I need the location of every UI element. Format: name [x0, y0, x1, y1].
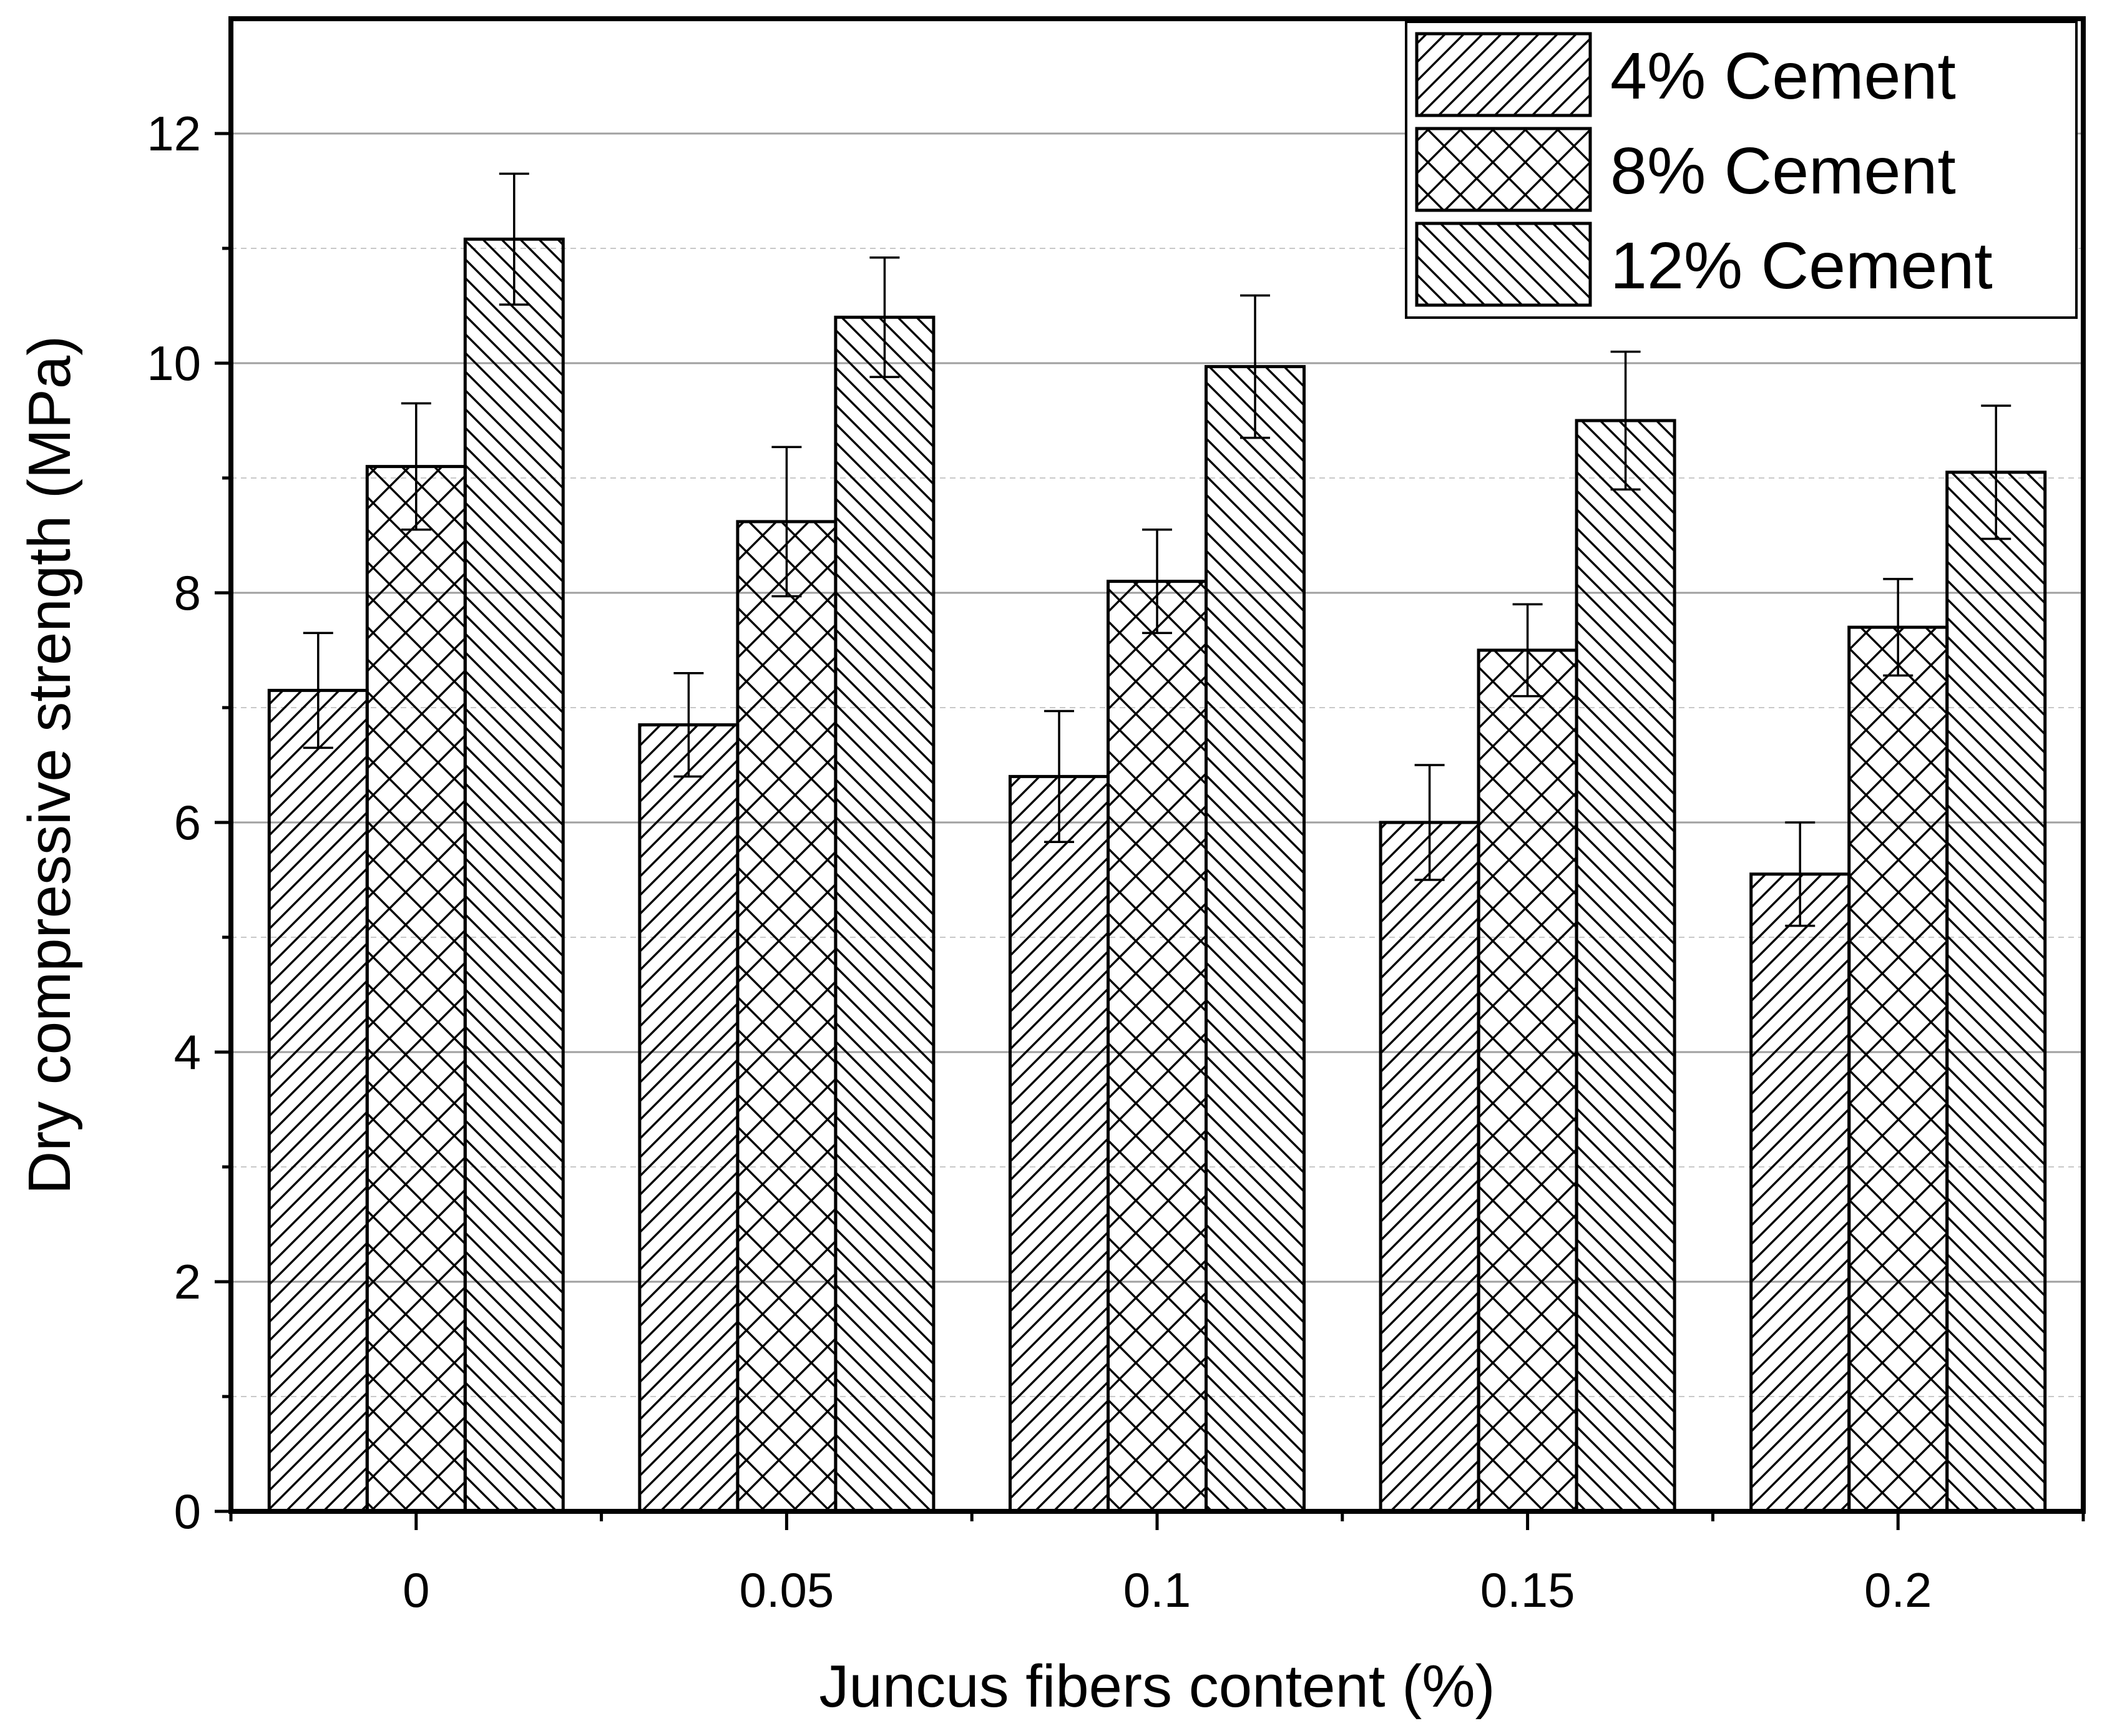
bar-4-cement-0.15: [1379, 821, 1480, 1513]
y-axis-title: Dry compressive strength (MPa): [16, 336, 83, 1194]
legend-label: 4% Cement: [1610, 39, 1956, 113]
bars: [267, 237, 2047, 1513]
y-tick-label: 4: [174, 1025, 201, 1080]
y-tick-label: 10: [147, 336, 201, 391]
legend: 4% Cement 8% Cement 12% Cement: [1405, 21, 2078, 319]
y-tick-label: 0: [174, 1484, 201, 1539]
bar-12-cement-0.05: [834, 315, 936, 1513]
bar-4-cement-0: [267, 688, 369, 1513]
bar-8-cement-0.15: [1477, 648, 1578, 1513]
x-tick-label: 0.15: [1480, 1563, 1575, 1617]
error-bars: [303, 172, 2012, 927]
bar-8-cement-0.2: [1847, 625, 1949, 1513]
legend-swatch: [1415, 127, 1592, 212]
x-axis-ticks: 0 0.05 0.1 0.15 0.2: [229, 1511, 2085, 1617]
bar-8-cement-0.1: [1107, 580, 1208, 1513]
bar-12-cement-0.1: [1205, 365, 1306, 1513]
y-axis-ticks: 0 2 4 6 8 10 12: [147, 106, 231, 1539]
bar-12-cement-0.2: [1945, 471, 2047, 1513]
x-axis-title: Juncus fibers content (%): [819, 1653, 1495, 1720]
x-tick-label: 0: [403, 1563, 429, 1617]
bar-4-cement-0.1: [1009, 774, 1110, 1513]
bar-12-cement-0.15: [1575, 419, 1676, 1513]
y-tick-label: 2: [174, 1254, 201, 1309]
x-tick-label: 0.2: [1864, 1563, 1932, 1617]
bar-12-cement-0: [463, 237, 565, 1513]
legend-label: 8% Cement: [1610, 134, 1956, 208]
y-tick-label: 8: [174, 565, 201, 620]
legend-label: 12% Cement: [1610, 229, 1993, 303]
bar-4-cement-0.2: [1749, 872, 1851, 1513]
y-tick-label: 6: [174, 795, 201, 850]
x-tick-label: 0.1: [1123, 1563, 1191, 1617]
bar-4-cement-0.05: [638, 723, 740, 1513]
legend-swatch: [1415, 32, 1592, 117]
bar-8-cement-0: [365, 465, 467, 1513]
legend-swatch: [1415, 222, 1592, 307]
y-tick-label: 12: [147, 106, 201, 161]
x-tick-label: 0.05: [739, 1563, 834, 1617]
bar-8-cement-0.05: [736, 520, 838, 1513]
